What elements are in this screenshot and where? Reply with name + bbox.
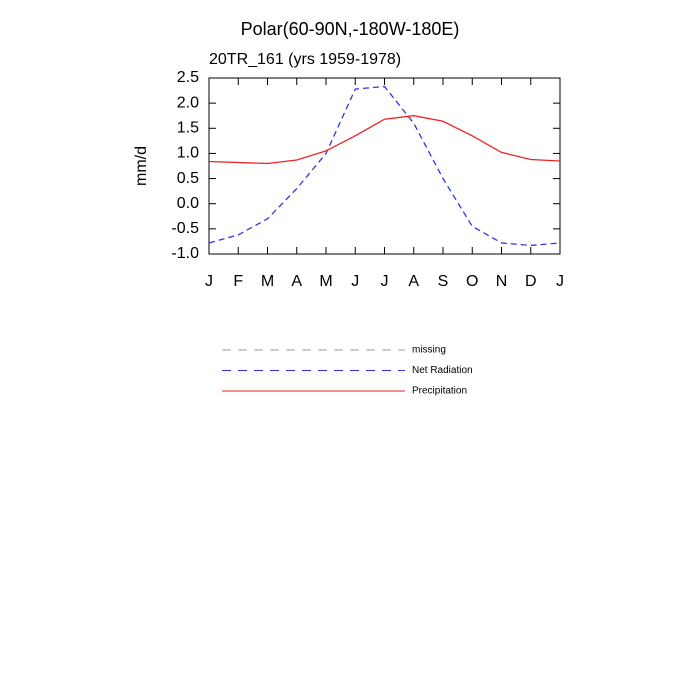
x-tick-label: N [496,273,508,290]
y-tick-label: 1.5 [177,120,199,137]
y-tick-label: 2.5 [177,69,199,86]
y-tick-label: 2.0 [177,94,199,111]
legend-label: Net Radiation [412,365,473,376]
x-tick-label: M [319,273,332,290]
y-tick-label: -0.5 [171,220,199,237]
y-tick-label: 0.5 [177,170,199,187]
x-tick-label: S [438,273,449,290]
x-tick-label: J [556,273,564,290]
x-tick-label: O [466,273,478,290]
legend-label: missing [412,345,446,356]
legend-label: Precipitation [412,386,467,397]
y-tick-label: 1.0 [177,145,199,162]
x-tick-label: J [205,273,213,290]
plot-frame [208,77,561,255]
x-tick-label: J [381,273,389,290]
x-tick-label: M [261,273,274,290]
y-tick-label: -1.0 [171,245,199,262]
x-tick-label: J [351,273,359,290]
series-line [208,115,561,165]
y-axis-label: mm/d [133,146,150,186]
x-tick-label: F [233,273,243,290]
series-line [208,85,561,247]
x-tick-label: A [408,273,419,290]
x-tick-label: A [291,273,302,290]
chart-subtitle: 20TR_161 (yrs 1959-1978) [209,51,401,68]
y-tick-label: 0.0 [177,195,199,212]
chart-title: Polar(60-90N,-180W-180E) [241,19,460,39]
x-tick-label: D [525,273,537,290]
